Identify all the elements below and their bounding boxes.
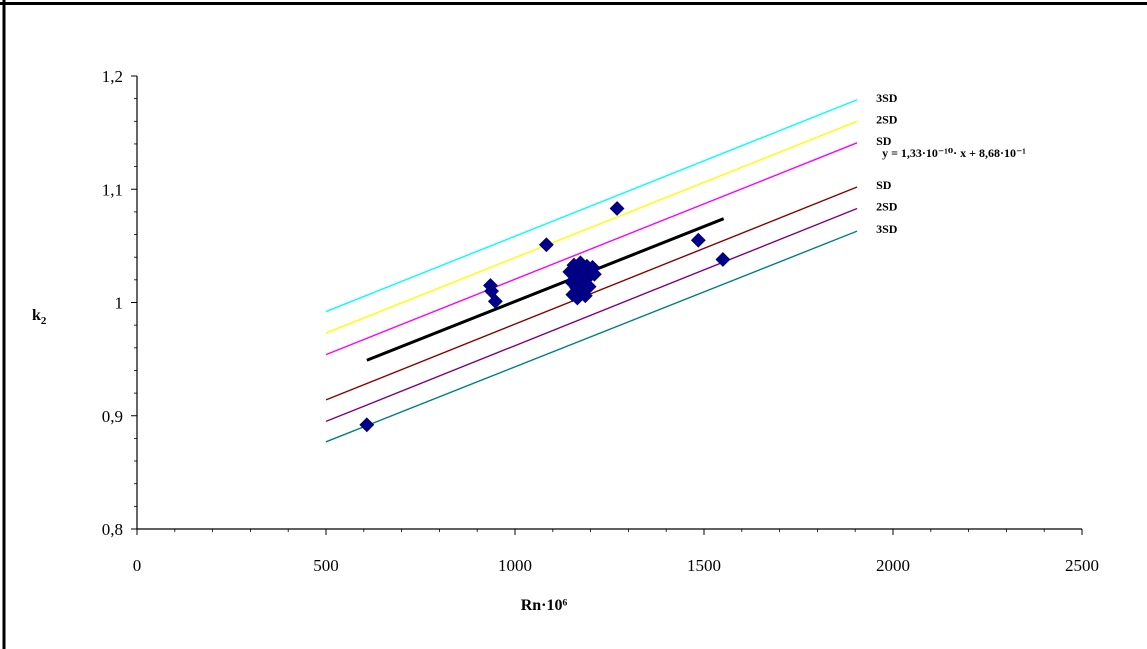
sd-band-line (325, 99, 858, 313)
regression-equation: y = 1,33·10⁻¹⁰· x + 8,68·10⁻¹ (882, 146, 1026, 160)
sd-band-label: 3SD (876, 222, 898, 236)
x-tick-label: 2000 (876, 556, 910, 575)
data-point (359, 417, 375, 433)
regression-line (366, 217, 725, 362)
y-tick-label: 0,9 (102, 407, 123, 426)
data-point (586, 266, 602, 282)
data-point (715, 252, 731, 267)
x-tick-label: 1500 (687, 556, 721, 575)
plot-area: 0,8 0,9 1 1,1 1,2 0 500 1000 1500 2000 2500 3SD 2SD S… (102, 67, 1099, 575)
y-axis-title: k2 (32, 307, 47, 327)
sd-band-line (325, 230, 858, 443)
sd-band-label: 3SD (876, 91, 898, 105)
sd-band-label: 2SD (876, 112, 898, 126)
sd-band-line (325, 186, 858, 401)
sd-band-line (325, 120, 858, 334)
data-point (690, 232, 706, 248)
x-tick-label: 1000 (498, 556, 532, 575)
x-tick-label: 0 (133, 556, 142, 575)
y-axis-title-main: k (32, 307, 41, 324)
sd-band-line (325, 207, 858, 423)
y-tick-label: 1 (115, 294, 124, 313)
x-tick-label: 2500 (1065, 556, 1099, 575)
sd-band-line (325, 142, 858, 356)
sd-band-label: SD (876, 134, 892, 148)
sd-band-label: SD (876, 178, 892, 192)
x-tick-label: 500 (313, 556, 339, 575)
data-point (487, 293, 503, 309)
y-tick-label: 1,1 (102, 180, 123, 199)
sd-band-label: 2SD (876, 200, 898, 214)
x-axis-title: Rn·10⁶ (521, 597, 568, 614)
data-point (581, 279, 597, 295)
y-axis-title-subscript: 2 (41, 315, 47, 327)
data-point (538, 237, 554, 253)
data-point (609, 201, 625, 216)
y-tick-label: 0,8 (102, 520, 123, 539)
y-tick-label: 1,2 (102, 67, 123, 86)
